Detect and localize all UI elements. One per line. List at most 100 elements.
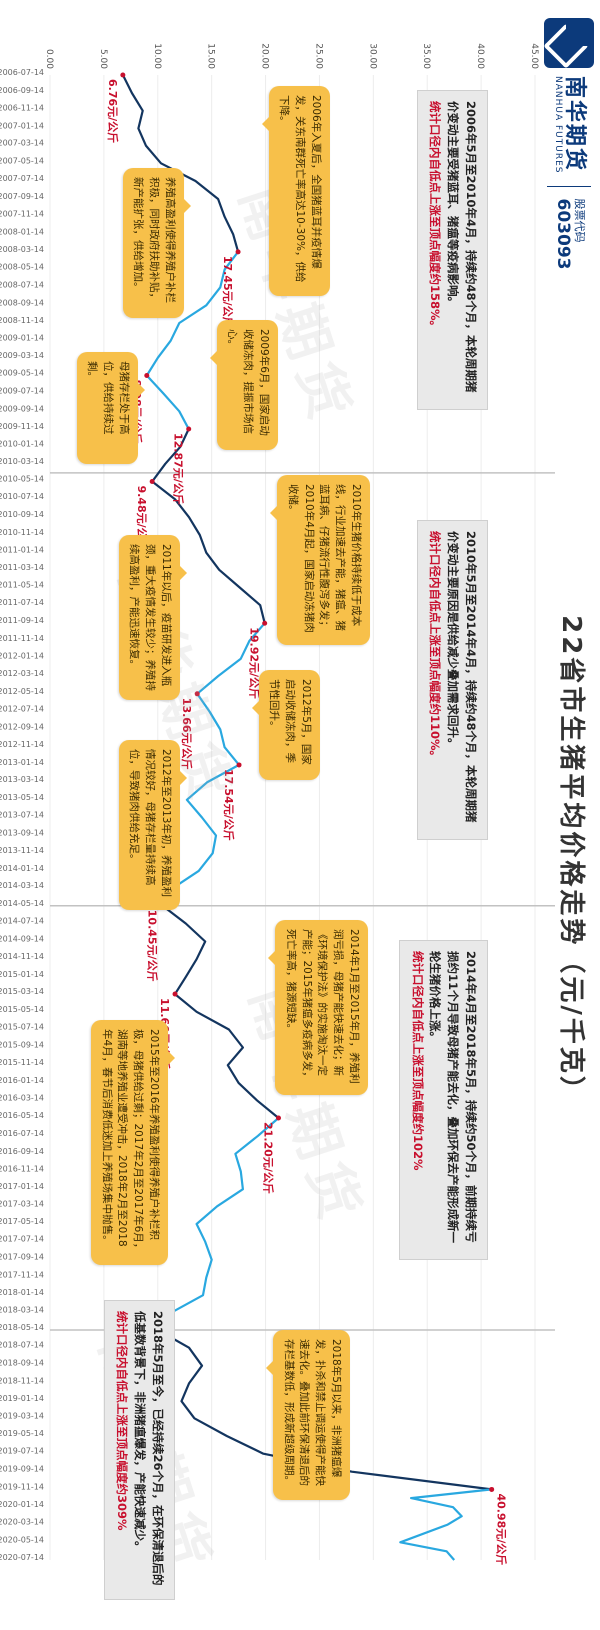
price-line-rising (145, 251, 239, 430)
x-tick-label: 2007-07-14 (0, 174, 44, 183)
x-tick-label: 2018-07-14 (0, 1341, 44, 1350)
annotation-bubble: 2011年以后，疫苗研发进入瓶颈，重大疫情发生较少；养殖持续高盈利，产能迅速恢复… (118, 535, 180, 700)
brand-header: 南华期货 NANHUA FUTURES 股票代码 603093 (544, 18, 594, 269)
x-tick-label: 2017-05-14 (0, 1217, 44, 1226)
x-tick-label: 2018-03-14 (0, 1305, 44, 1314)
price-line-falling (121, 74, 240, 253)
x-tick-label: 2013-03-14 (0, 775, 44, 784)
x-tick-label: 2010-03-14 (0, 457, 44, 466)
x-tick-label: 2019-01-14 (0, 1394, 44, 1403)
price-label: 17.54元/公斤 (222, 769, 236, 841)
x-tick-label: 2012-03-14 (0, 669, 44, 678)
price-point (120, 72, 126, 78)
x-tick-label: 2015-11-14 (0, 1058, 44, 1067)
x-tick-label: 2016-05-14 (0, 1111, 44, 1120)
annotation-bubble: 2012年5月，国家启动收储冻肉，季节性回升。 (258, 670, 320, 780)
x-tick-label: 2009-11-14 (0, 422, 44, 431)
period-note-4: 2018年5月至今，已经持续26个月，在环保清退后的低基数背景下，非洲猪瘟爆发，… (103, 1300, 175, 1600)
x-tick-label: 2012-11-14 (0, 740, 44, 749)
price-point (236, 762, 242, 768)
x-tick-label: 2015-09-14 (0, 1040, 44, 1049)
x-tick-label: 2006-07-14 (0, 68, 44, 77)
x-tick-label: 2009-05-14 (0, 369, 44, 378)
x-tick-label: 2008-03-14 (0, 245, 44, 254)
annotation-bubble: 2009年6月，国家启动收储冻肉，提振市场信心。 (216, 320, 278, 450)
x-tick-label: 2018-11-14 (0, 1376, 44, 1385)
x-tick-label: 2020-07-14 (0, 1553, 44, 1562)
period-note-2: 2010年5月至2014年4月，持续约48个月，本轮周期猪价变动主要原因是供给减… (416, 520, 488, 840)
x-tick-label: 2018-09-14 (0, 1359, 44, 1368)
x-tick-label: 2019-07-14 (0, 1447, 44, 1456)
x-tick-label: 2010-11-14 (0, 528, 44, 537)
x-tick-label: 2009-09-14 (0, 404, 44, 413)
x-tick-label: 2016-03-14 (0, 1093, 44, 1102)
x-tick-label: 2015-03-14 (0, 987, 44, 996)
x-tick-label: 2011-07-14 (0, 598, 44, 607)
x-tick-label: 2019-03-14 (0, 1411, 44, 1420)
y-tick-label: 20.00 (260, 43, 270, 69)
annotation-bubble: 2010年生猪价格持续低于成本线，行业加速去产能，猪瘟、猪蓝耳病、仔猪流行性腹泻… (277, 475, 370, 645)
annotation-bubble: 2012年至2013年初，养殖盈利情况较好，母猪存栏量持续高位，导致猪肉供给充足… (118, 740, 180, 910)
x-tick-label: 2016-07-14 (0, 1129, 44, 1138)
x-tick-label: 2017-11-14 (0, 1270, 44, 1279)
x-tick-label: 2014-09-14 (0, 934, 44, 943)
x-tick-label: 2008-01-14 (0, 227, 44, 236)
x-tick-label: 2015-05-14 (0, 1005, 44, 1014)
price-line-rising (399, 1488, 492, 1561)
x-tick-label: 2012-01-14 (0, 652, 44, 661)
x-tick-label: 2009-01-14 (0, 334, 44, 343)
x-tick-label: 2006-11-14 (0, 104, 44, 113)
x-tick-label: 2013-11-14 (0, 846, 44, 855)
x-tick-label: 2017-09-14 (0, 1253, 44, 1262)
x-tick-label: 2007-03-14 (0, 139, 44, 148)
y-tick-label: 0.00 (44, 49, 54, 69)
price-line-falling (161, 904, 280, 1119)
x-tick-label: 2012-07-14 (0, 705, 44, 714)
x-tick-label: 2007-09-14 (0, 192, 44, 201)
period-note-text: 2014年4月至2018年5月，持续约50个月，前期持续亏损约11个月导致母猪产… (428, 951, 478, 1244)
annotation-bubble: 2018年5月以来，非洲猪瘟爆发，扑杀和禁止调运使得产能快速去化。叠加此前环保清… (273, 1330, 350, 1500)
annotation-bubble: 2006年入夏后，全国猪蓝耳并疫情爆发，关东南群死亡率高达10-30%，供给下降… (268, 86, 330, 296)
y-tick-label: 5.00 (98, 49, 108, 69)
x-tick-label: 2012-05-14 (0, 687, 44, 696)
x-tick-label: 2014-01-14 (0, 864, 44, 873)
x-tick-label: 2011-03-14 (0, 563, 44, 572)
x-tick-label: 2010-07-14 (0, 492, 44, 501)
y-tick-label: 15.00 (206, 43, 216, 69)
x-tick-label: 2010-01-14 (0, 440, 44, 449)
annotation-bubble: 养殖高盈利使得养殖户补栏积极，同时政府扶助补贴，新产能扩张，供给增加。 (122, 168, 184, 318)
x-tick-label: 2007-05-14 (0, 156, 44, 165)
x-tick-label: 2008-09-14 (0, 298, 44, 307)
y-tick-label: 40.00 (475, 43, 485, 69)
nanhua-logo-icon (544, 18, 594, 68)
brand-name-en: NANHUA FUTURES (552, 76, 563, 174)
x-tick-label: 2014-05-14 (0, 899, 44, 908)
x-tick-label: 2012-09-14 (0, 723, 44, 732)
chart-title: 22省市生猪平均价格走势（元/千克） (556, 615, 586, 1105)
price-label: 10.45元/公斤 (146, 910, 160, 982)
x-tick-label: 2017-01-14 (0, 1182, 44, 1191)
price-point (186, 426, 192, 432)
x-tick-label: 2011-11-14 (0, 634, 44, 643)
x-tick-label: 2011-01-14 (0, 546, 44, 555)
price-label: 40.98元/公斤 (495, 1493, 509, 1565)
x-tick-label: 2011-09-14 (0, 616, 44, 625)
period-note-text: 2018年5月至今，已经持续26个月，在环保清退后的低基数背景下，非洲猪瘟爆发，… (133, 1311, 165, 1586)
x-tick-label: 2019-09-14 (0, 1465, 44, 1474)
x-tick-label: 2020-01-14 (0, 1500, 44, 1509)
period-note-highlight: 统计口径内自低点上涨至顶点幅度约110%。 (428, 531, 443, 763)
price-point (194, 691, 200, 697)
x-tick-label: 2018-01-14 (0, 1288, 44, 1297)
period-note-highlight: 统计口径内自低点上涨至顶点幅度约309% (115, 1311, 130, 1531)
y-axis-ticks: 0.00 5.00 10.00 15.00 20.00 25.00 30.00 35.00 40… (44, 43, 539, 69)
x-axis-ticks: 2006-07-14 2006-09-14 2006-11-14 2007-01-14… (0, 68, 44, 1562)
x-tick-label: 2008-05-14 (0, 263, 44, 272)
price-point (275, 1115, 281, 1121)
brand-divider (547, 185, 591, 187)
x-tick-label: 2016-01-14 (0, 1076, 44, 1085)
stock-code: 603093 (552, 198, 573, 270)
x-tick-label: 2007-01-14 (0, 121, 44, 130)
x-tick-label: 2015-07-14 (0, 1022, 44, 1031)
